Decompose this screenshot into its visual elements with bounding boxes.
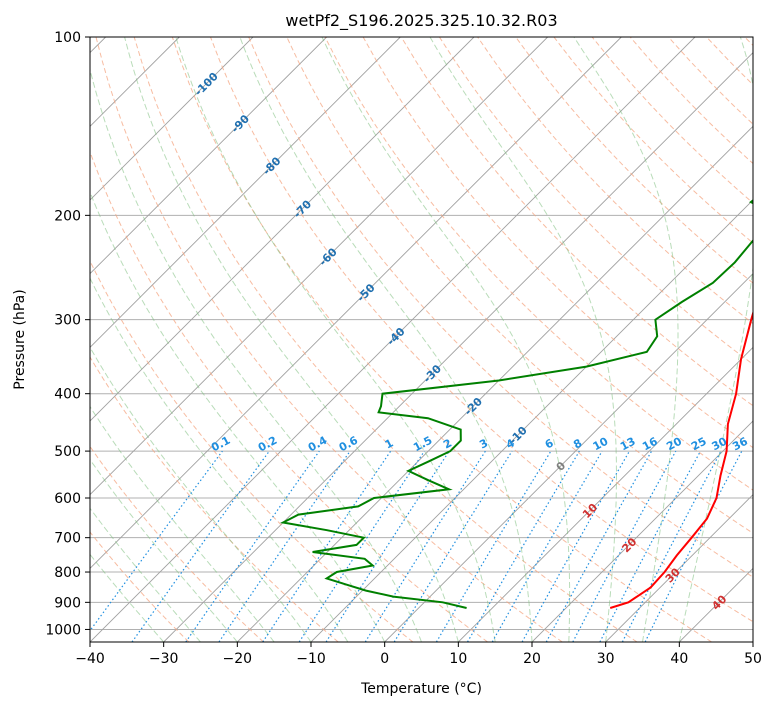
x-tick-label: −10 — [296, 651, 326, 667]
mixing-ratio-line — [185, 450, 320, 642]
y-tick-label: 500 — [54, 444, 81, 460]
dry-adiabat-line — [90, 259, 414, 642]
y-tick-label: 100 — [54, 30, 81, 46]
isotherm-line — [163, 52, 753, 642]
isotherm-line — [90, 37, 548, 496]
y-tick-label: 600 — [54, 491, 81, 507]
x-axis-label: Temperature (°C) — [360, 681, 482, 697]
dewpoint-profile-line — [280, 199, 753, 609]
moist-adiabat-line — [90, 405, 275, 642]
dry-adiabat-line — [90, 445, 264, 642]
y-axis: 100 200 300 400 500 600 700 800 900 1000 — [45, 30, 90, 638]
mixing-ratio-line — [325, 450, 450, 642]
mixing-ratio-line — [131, 450, 270, 642]
moist-adiabat-line — [90, 507, 201, 642]
isotherm-line — [90, 37, 622, 569]
chart-title: wetPf2_S196.2025.325.10.32.R03 — [285, 11, 557, 31]
y-tick-label: 900 — [54, 595, 81, 611]
x-tick-label: 0 — [380, 651, 389, 667]
temperature-profile-line — [609, 310, 753, 609]
y-tick-label: 700 — [54, 531, 81, 547]
isotherm-line — [531, 420, 753, 642]
dry-adiabat-line — [171, 37, 712, 642]
moist-adiabat-line — [321, 37, 571, 642]
mixing-ratio-line — [218, 450, 351, 642]
moist-adiabat-line — [429, 37, 617, 642]
mixing-ratio-line — [521, 450, 631, 642]
mixing-ratio-line — [644, 450, 743, 642]
moist-adiabat-line — [573, 37, 679, 642]
y-tick-label: 200 — [54, 208, 81, 224]
mixing-ratio-line — [298, 450, 425, 642]
dry-adiabat-line — [515, 37, 753, 284]
x-tick-label: −40 — [75, 651, 105, 667]
y-tick-label: 400 — [54, 387, 81, 403]
moist-adiabat-line — [90, 67, 422, 642]
mixing-ratio-line — [90, 450, 223, 632]
mixing-ratio-label: 20 — [664, 434, 684, 453]
y-tick-label: 1000 — [45, 622, 81, 638]
y-axis-label: Pressure (hPa) — [12, 289, 28, 389]
y-tick-label: 800 — [54, 565, 81, 581]
mixing-ratio-label: 10 — [591, 434, 611, 453]
x-tick-label: −20 — [223, 651, 253, 667]
isotherm-line — [90, 37, 401, 348]
dry-adiabat-line — [90, 356, 339, 642]
y-tick-label: 300 — [54, 313, 81, 329]
dry-adiabat-line — [248, 37, 753, 578]
isotherm-line — [384, 273, 753, 642]
mixing-ratio-line — [572, 450, 677, 642]
dry-adiabat-line — [210, 37, 753, 623]
x-tick-label: 20 — [523, 651, 541, 667]
moist-adiabat-line — [239, 37, 533, 642]
x-tick-label: 10 — [449, 651, 467, 667]
x-tick-label: 40 — [670, 651, 688, 667]
dry-adiabat-line — [90, 150, 488, 642]
moist-adiabat-line — [90, 190, 386, 642]
mixing-ratio-label: 36 — [730, 435, 750, 454]
dry-adiabat-line — [400, 37, 753, 407]
moist-adiabat-line — [678, 37, 753, 642]
dry-adiabat-line — [324, 37, 753, 491]
dry-adiabat-line — [438, 37, 753, 366]
mixing-ratio-line — [545, 450, 653, 642]
moist-adiabat-line — [90, 346, 312, 642]
mixing-ratio-label: 25 — [689, 435, 709, 454]
profile-series — [280, 199, 753, 609]
isotherm-line — [90, 37, 254, 201]
mixing-ratio-line — [393, 450, 513, 642]
dry-adiabat-line — [133, 37, 638, 642]
plot-frame — [89, 36, 754, 643]
thermo-lines — [90, 37, 753, 642]
x-tick-label: 50 — [744, 651, 762, 667]
x-axis: −40 −30 −20 −10 0 10 20 30 40 50 — [75, 642, 762, 667]
moist-adiabat-line — [90, 277, 349, 642]
moist-adiabat-line — [90, 553, 165, 642]
moist-adiabat-line — [124, 37, 459, 642]
mixing-ratio-label: 13 — [618, 435, 638, 454]
isotherm-line — [90, 37, 327, 275]
isotherm-line — [605, 494, 753, 642]
dry-adiabat-line — [95, 37, 563, 642]
mixing-ratio-label: 16 — [640, 435, 660, 454]
moist-adiabat-line — [90, 458, 238, 642]
x-tick-label: −30 — [149, 651, 179, 667]
isotherm-line — [458, 346, 753, 642]
x-tick-label: 30 — [597, 651, 615, 667]
isotherm-line — [90, 37, 475, 422]
mixing-ratio-label: 30 — [710, 435, 730, 454]
isotherm-line — [237, 125, 753, 642]
dry-adiabat-line — [90, 531, 190, 642]
mixing-ratio-line — [262, 450, 392, 642]
